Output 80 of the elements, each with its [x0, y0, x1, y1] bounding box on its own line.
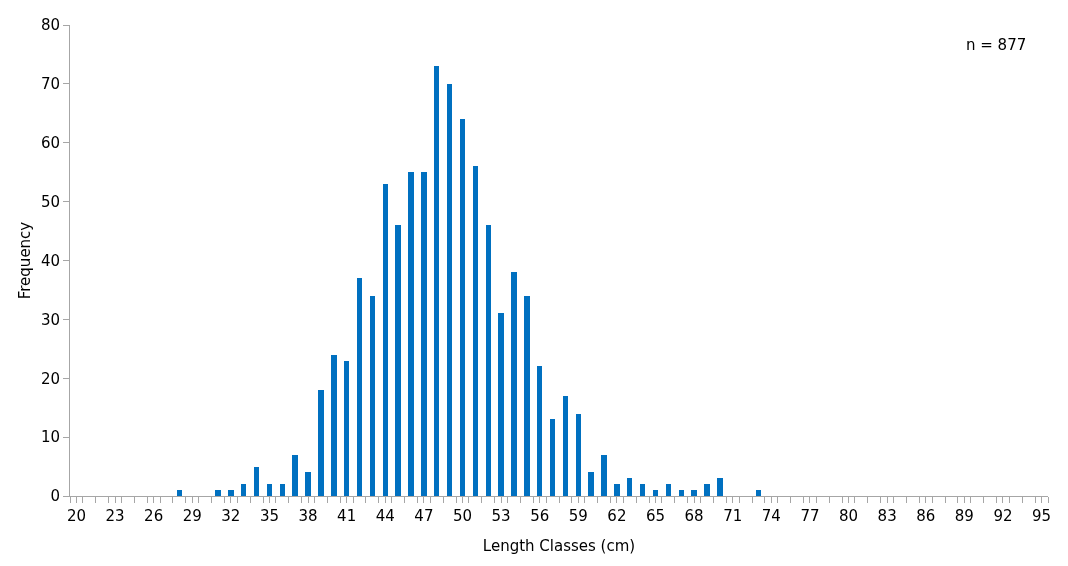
bar	[395, 225, 401, 496]
y-tick-label: 80	[40, 16, 60, 35]
y-tick-label: 0	[50, 487, 60, 506]
bar	[679, 490, 684, 496]
x-tick-label: 47	[414, 507, 434, 525]
x-tick-label: 68	[684, 507, 704, 525]
y-tick-label: 30	[40, 310, 60, 329]
bar	[228, 490, 234, 496]
y-tick-label: 10	[40, 428, 60, 447]
x-tick-label: 23	[105, 507, 125, 525]
x-tick-label: 20	[66, 507, 86, 525]
y-tick-label: 60	[40, 134, 60, 152]
bar	[563, 396, 568, 496]
bar	[215, 490, 221, 496]
bar	[717, 478, 723, 496]
bar	[434, 66, 439, 496]
bar	[640, 484, 645, 496]
bar	[537, 366, 542, 496]
y-tick-label: 20	[40, 369, 60, 388]
bar	[447, 84, 452, 496]
bar	[486, 225, 491, 496]
bar	[666, 484, 671, 496]
x-tick-label: 86	[916, 507, 936, 525]
bar	[691, 490, 697, 496]
bar	[331, 355, 337, 496]
x-tick-label: 38	[298, 507, 318, 525]
bar	[601, 455, 607, 496]
x-tick-label: 65	[645, 507, 666, 525]
bar	[511, 272, 517, 496]
bar	[653, 490, 658, 496]
bar	[280, 484, 285, 496]
x-tick-label: 35	[259, 507, 280, 525]
x-tick-label: 62	[607, 507, 627, 525]
bar	[473, 166, 478, 496]
bar	[177, 490, 182, 496]
x-tick-label: 26	[144, 507, 164, 525]
annotation: n = 877	[966, 36, 1027, 54]
bar	[383, 184, 388, 496]
x-tick-label: 92	[993, 507, 1013, 525]
bar	[344, 361, 349, 496]
x-axis-title: Length Classes (cm)	[482, 537, 636, 555]
x-tick-label: 74	[761, 507, 781, 525]
bar	[498, 313, 504, 496]
x-tick-label: 32	[221, 507, 241, 525]
bar	[524, 296, 530, 496]
x-tick-label: 59	[568, 507, 588, 525]
bar	[704, 484, 710, 496]
bar	[460, 119, 465, 496]
x-tick-label: 41	[337, 507, 357, 525]
x-tick-label: 44	[375, 507, 395, 525]
bar	[241, 484, 246, 496]
bar	[305, 472, 311, 496]
bar	[550, 419, 555, 496]
y-tick-label: 70	[40, 75, 60, 94]
bar	[627, 478, 632, 496]
bar	[254, 467, 259, 496]
bar	[292, 455, 298, 496]
x-tick-label: 83	[877, 507, 897, 525]
x-tick-label: 50	[452, 507, 473, 525]
bar	[421, 172, 427, 496]
bar	[588, 472, 594, 496]
x-tick-label: 29	[182, 507, 202, 525]
y-tick-label: 50	[40, 192, 60, 211]
bar	[318, 390, 324, 496]
x-tick-label: 80	[838, 507, 859, 525]
bar	[357, 278, 362, 496]
bar	[576, 414, 581, 496]
bar	[370, 296, 375, 496]
x-tick-label: 89	[954, 507, 974, 525]
x-tick-label: 95	[1032, 507, 1052, 525]
y-tick-label: 40	[40, 251, 60, 270]
x-tick-label: 53	[491, 507, 511, 525]
bar	[756, 490, 761, 496]
x-tick-label: 56	[530, 507, 550, 525]
x-tick-label: 71	[723, 507, 743, 525]
x-tick-label: 77	[800, 507, 820, 525]
y-axis-title: Frequency	[16, 221, 34, 300]
bar	[267, 484, 272, 496]
bar	[614, 484, 620, 496]
bar	[408, 172, 414, 496]
